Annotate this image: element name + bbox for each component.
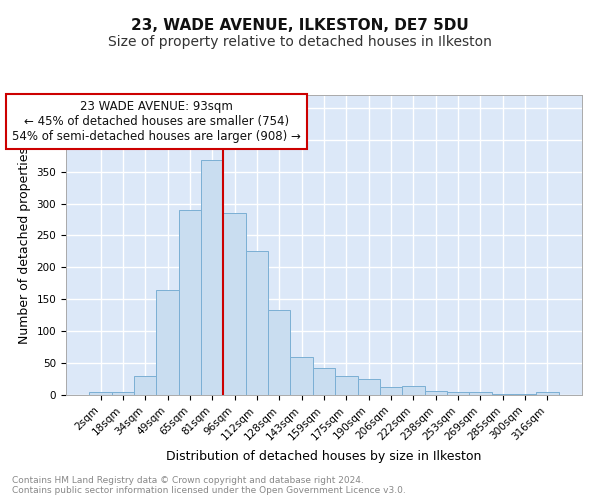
Bar [380, 388, 402, 395]
Text: 23 WADE AVENUE: 93sqm
← 45% of detached houses are smaller (754)
54% of semi-det: 23 WADE AVENUE: 93sqm ← 45% of detached … [12, 100, 301, 144]
Text: Size of property relative to detached houses in Ilkeston: Size of property relative to detached ho… [108, 35, 492, 49]
Bar [112, 392, 134, 395]
Bar [223, 213, 246, 395]
Bar [268, 310, 290, 395]
Bar [335, 376, 358, 395]
Bar [358, 379, 380, 395]
Bar [514, 394, 536, 395]
Text: 23, WADE AVENUE, ILKESTON, DE7 5DU: 23, WADE AVENUE, ILKESTON, DE7 5DU [131, 18, 469, 32]
X-axis label: Distribution of detached houses by size in Ilkeston: Distribution of detached houses by size … [166, 450, 482, 463]
Bar [425, 391, 447, 395]
Bar [447, 392, 469, 395]
Bar [201, 160, 223, 395]
Bar [134, 376, 157, 395]
Bar [491, 394, 514, 395]
Bar [157, 290, 179, 395]
Bar [469, 392, 491, 395]
Bar [536, 392, 559, 395]
Bar [402, 386, 425, 395]
Bar [290, 356, 313, 395]
Bar [89, 392, 112, 395]
Y-axis label: Number of detached properties: Number of detached properties [18, 146, 31, 344]
Bar [313, 368, 335, 395]
Text: Contains HM Land Registry data © Crown copyright and database right 2024.
Contai: Contains HM Land Registry data © Crown c… [12, 476, 406, 495]
Bar [246, 252, 268, 395]
Bar [179, 210, 201, 395]
